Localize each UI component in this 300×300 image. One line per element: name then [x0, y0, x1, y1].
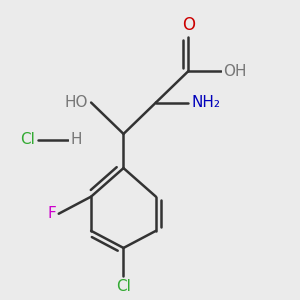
Text: OH: OH [224, 64, 247, 79]
Text: H: H [70, 132, 82, 147]
Text: Cl: Cl [116, 279, 131, 294]
Text: F: F [47, 206, 56, 221]
Text: O: O [182, 16, 195, 34]
Text: NH₂: NH₂ [191, 95, 220, 110]
Text: Cl: Cl [20, 132, 35, 147]
Text: HO: HO [65, 95, 88, 110]
